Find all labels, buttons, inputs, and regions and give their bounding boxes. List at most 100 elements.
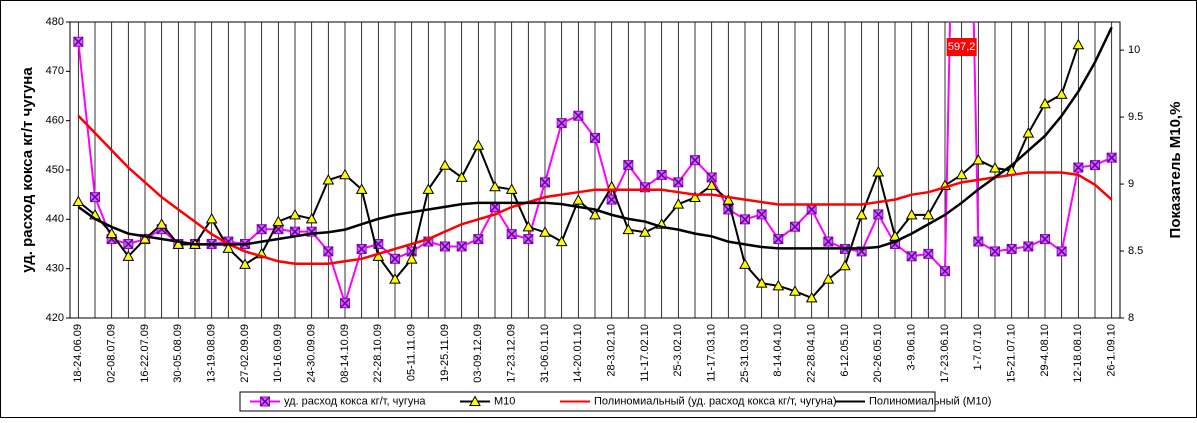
x-tick-label: 24-30.09.09 xyxy=(306,324,318,383)
point xyxy=(689,191,701,202)
x-tick-label: 28-3.02.10 xyxy=(606,324,618,377)
point-cross xyxy=(539,177,551,188)
point xyxy=(539,177,551,188)
point xyxy=(822,273,835,284)
point xyxy=(1055,88,1068,99)
legend-label: Полиномиальный (уд. расход кокса кг/т, ч… xyxy=(594,395,837,407)
point xyxy=(289,208,301,220)
point xyxy=(955,168,968,180)
point-cross xyxy=(989,246,1001,257)
point xyxy=(1072,38,1085,50)
point-cross xyxy=(573,110,584,121)
point xyxy=(339,298,351,309)
point-cross xyxy=(506,229,517,240)
point xyxy=(322,174,335,185)
point-cross xyxy=(323,246,334,257)
legend-label: Полиномиальный (М10) xyxy=(869,395,991,407)
y2-axis-title: Показатель М10,% xyxy=(1167,102,1184,239)
point xyxy=(356,243,367,254)
point-cross xyxy=(806,204,817,215)
point-cross xyxy=(456,241,467,252)
point xyxy=(872,165,885,177)
point xyxy=(1039,234,1051,245)
point-cross xyxy=(773,234,784,245)
point xyxy=(506,229,517,240)
point xyxy=(972,153,985,165)
y2-tick-label: 9 xyxy=(1128,178,1134,190)
legend-label: уд. расход кокса кг/т, чугуна xyxy=(284,395,426,407)
point xyxy=(705,179,718,190)
point-cross xyxy=(1039,234,1051,245)
x-tick-label: 18-24.06.09 xyxy=(72,324,84,383)
point xyxy=(272,215,285,227)
point xyxy=(1056,246,1067,257)
point xyxy=(589,208,601,220)
x-tick-label: 22-28.04.10 xyxy=(806,324,818,383)
point xyxy=(489,180,501,192)
point xyxy=(673,177,684,188)
point-cross xyxy=(706,172,717,183)
y-tick-label: 420 xyxy=(46,312,64,324)
point xyxy=(939,266,951,277)
point xyxy=(789,285,801,296)
x-tick-label: 02-08.07.09 xyxy=(106,324,118,383)
x-tick-label: 6-12.05.10 xyxy=(839,324,851,377)
point xyxy=(772,279,785,291)
point xyxy=(639,226,651,237)
x-tick-label: 25-3.02.10 xyxy=(672,324,684,377)
point-cross xyxy=(689,155,701,166)
legend-marker xyxy=(259,396,271,407)
point xyxy=(473,234,484,245)
plot xyxy=(72,22,1117,309)
point-cross xyxy=(439,241,451,252)
point xyxy=(623,160,634,171)
point xyxy=(389,253,401,264)
point xyxy=(339,168,351,180)
legend: уд. расход кокса кг/т, чугуна М10 Полиноми… xyxy=(239,391,991,412)
point xyxy=(756,209,767,220)
point xyxy=(839,259,851,271)
y-tick-label: 440 xyxy=(46,213,64,225)
point-cross xyxy=(256,224,267,235)
point-cross xyxy=(1006,243,1017,254)
x-tick-label: 30-05.08.09 xyxy=(172,324,184,383)
point-cross xyxy=(623,160,634,171)
point xyxy=(522,220,535,232)
y2-tick-label: 9.5 xyxy=(1128,111,1143,123)
point xyxy=(122,250,135,261)
point xyxy=(1073,162,1084,173)
x-tick-label: 11-17.02.10 xyxy=(639,324,651,382)
point xyxy=(739,214,751,225)
y-axis-title: уд. расход кокса кг/т чугуна xyxy=(19,67,36,273)
point xyxy=(622,223,635,235)
data-label: 597,2 xyxy=(948,41,976,53)
point xyxy=(89,192,101,203)
point xyxy=(855,208,868,220)
x-tick-label: 29-4.08.10 xyxy=(1039,324,1051,377)
point xyxy=(1023,241,1034,252)
point xyxy=(989,161,1001,173)
point-cross xyxy=(339,298,351,309)
point-cross xyxy=(389,253,401,264)
legend-marker xyxy=(469,395,481,406)
x-tick-label: 31-06.01.10 xyxy=(539,324,551,383)
x-tick-label: 10-16.09.09 xyxy=(272,324,284,383)
point xyxy=(555,235,568,247)
point xyxy=(806,204,817,215)
point xyxy=(1006,243,1017,254)
point xyxy=(123,238,134,250)
point-cross xyxy=(823,236,834,247)
point xyxy=(205,212,218,224)
point-cross xyxy=(789,221,801,232)
point-cross xyxy=(656,169,667,180)
point xyxy=(755,277,768,288)
point-cross xyxy=(673,177,684,188)
point xyxy=(1022,127,1035,138)
y-tick-label: 430 xyxy=(46,263,64,275)
y-tick-label: 460 xyxy=(46,115,64,127)
legend-label: М10 xyxy=(494,395,515,407)
point xyxy=(922,208,935,220)
point-cross xyxy=(1023,241,1034,252)
point-cross xyxy=(939,266,951,277)
